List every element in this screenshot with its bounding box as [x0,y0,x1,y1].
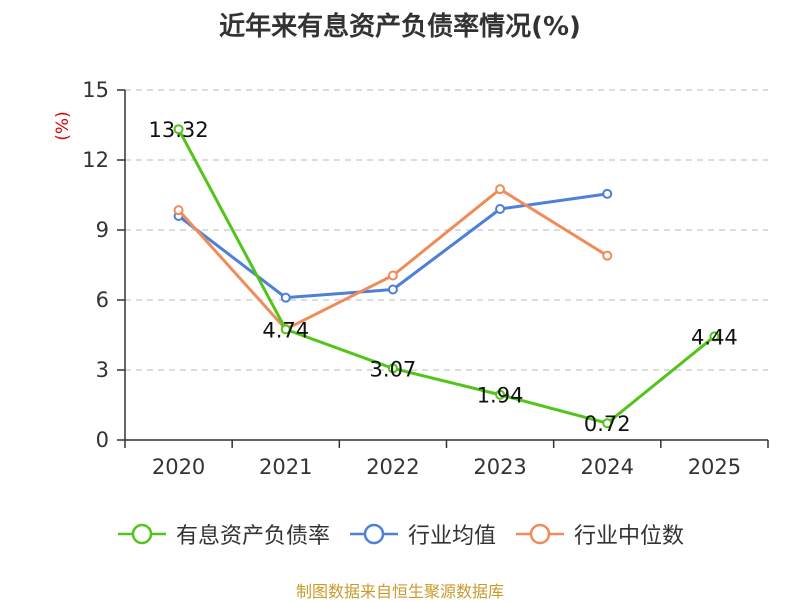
data-point [495,389,506,400]
series-line-0 [177,128,716,425]
y-tick-label: 12 [82,148,109,172]
legend-marker-icon [349,523,398,545]
data-label: 3.07 [370,357,417,381]
y-tick-label: 6 [96,288,109,312]
data-label: 13.32 [149,118,209,142]
data-point [387,363,398,374]
data-label: 0.72 [584,412,631,436]
legend-label: 行业中位数 [574,524,685,549]
legend-item-interest-debt-ratio[interactable]: 有息资产负债率 [116,518,330,550]
data-point [173,205,184,216]
y-tick-label: 3 [96,358,109,382]
legend-marker-icon [117,523,166,545]
legend: 有息资产负债率 行业均值 行业中位数 [0,518,800,550]
series-line-2 [177,187,609,331]
x-tick-label: 2020 [152,455,205,479]
data-point [387,284,398,295]
y-axis-unit-label: (%) [53,111,73,140]
data-point [280,324,291,335]
chart-title: 近年来有息资产负债率情况(%) [219,12,581,42]
data-label: 4.74 [262,318,309,342]
legend-label: 行业均值 [407,524,496,549]
data-point [495,184,506,195]
y-tick-label: 9 [96,218,109,242]
legend-label: 有息资产负债率 [175,524,330,549]
y-tick-label: 15 [82,78,109,102]
x-tick-label: 2025 [688,455,741,479]
x-tick-label: 2024 [581,455,634,479]
data-label: 4.44 [691,325,738,349]
data-point [709,331,720,342]
data-point [387,270,398,281]
x-tick-label: 2023 [473,455,526,479]
data-point [280,292,291,303]
legend-item-industry-mean[interactable]: 行业均值 [348,518,496,550]
data-point [173,124,184,135]
data-point [602,188,613,199]
data-point [602,250,613,261]
legend-marker-icon [516,523,564,545]
x-tick-label: 2021 [259,455,312,479]
data-source: 制图数据来自恒生聚源数据库 [295,582,504,601]
y-tick-label: 0 [96,428,109,452]
data-point [495,204,506,214]
x-tick-label: 2022 [366,455,419,479]
data-label: 1.94 [477,384,524,408]
data-point [602,418,613,429]
legend-item-industry-median[interactable]: 行业中位数 [514,518,684,550]
